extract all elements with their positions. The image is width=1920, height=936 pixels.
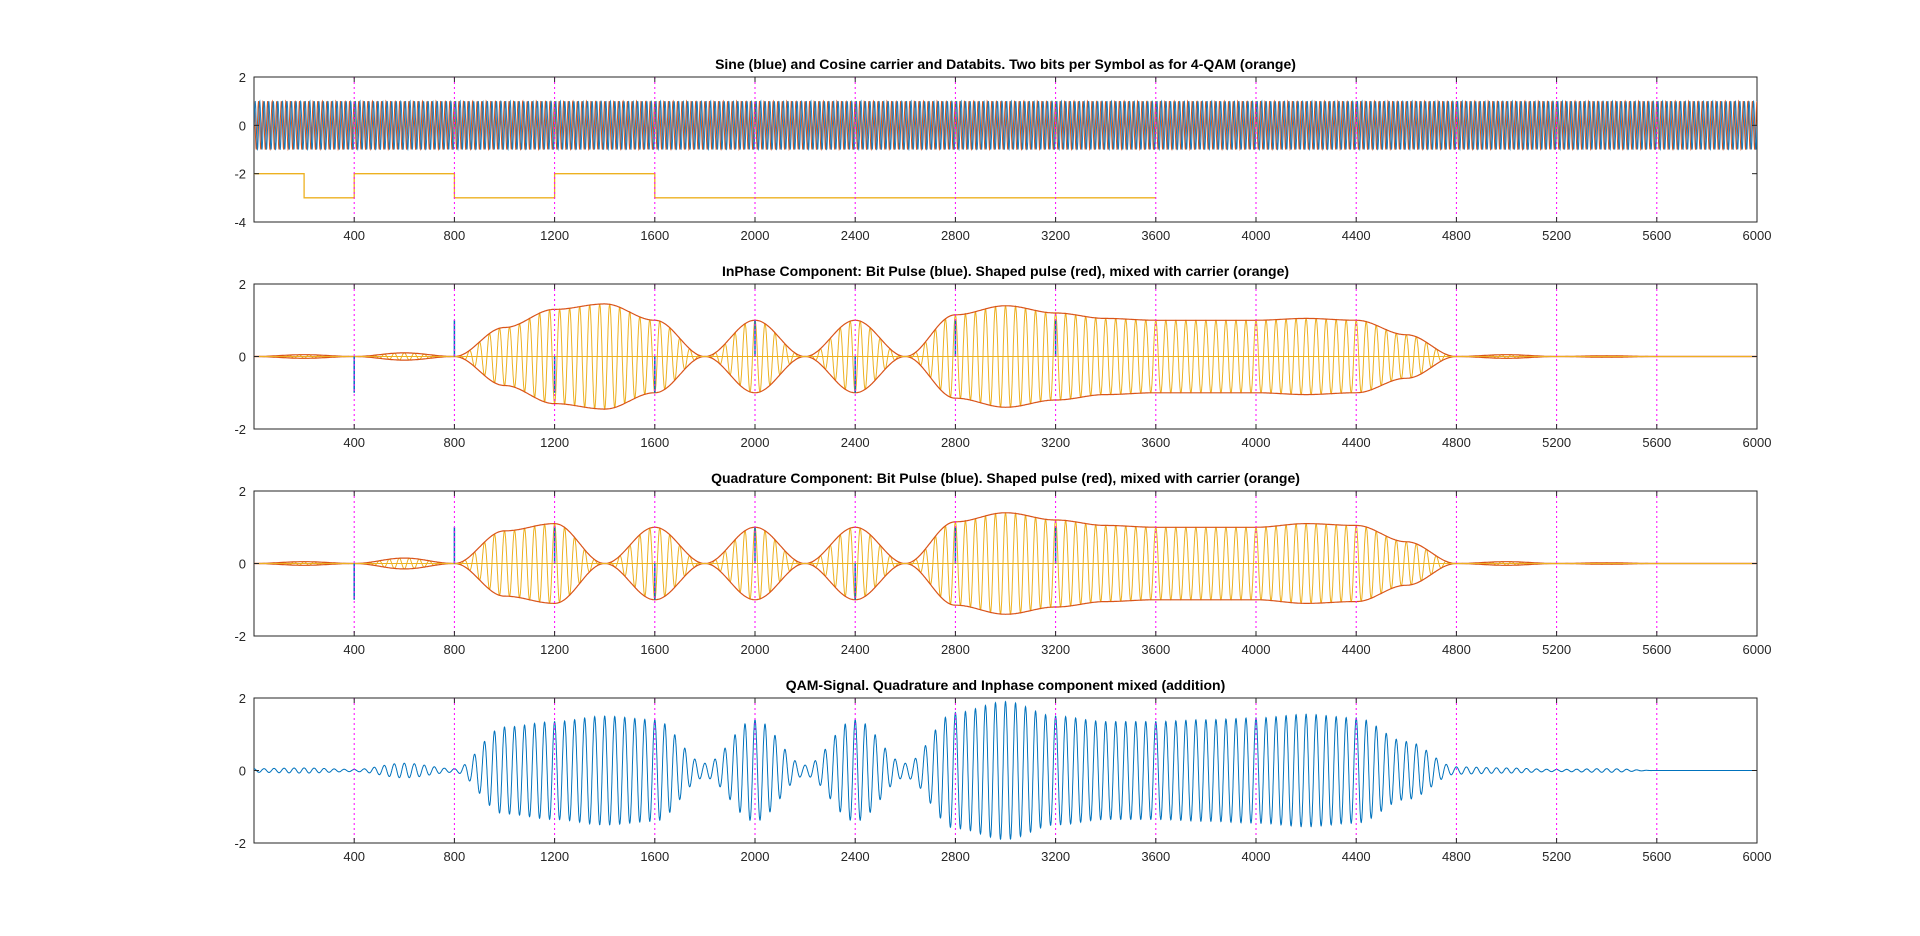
subplot-quadrature-component: Quadrature Component: Bit Pulse (blue). … [234, 470, 1771, 657]
x-tick-label: 1200 [540, 435, 569, 450]
x-tick-label: 2000 [741, 435, 770, 450]
x-tick-label: 4000 [1242, 849, 1271, 864]
x-tick-label: 3600 [1141, 849, 1170, 864]
x-tick-label: 5600 [1642, 435, 1671, 450]
subplot-carrier-databits: Sine (blue) and Cosine carrier and Datab… [234, 56, 1771, 243]
x-tick-label: 4000 [1242, 228, 1271, 243]
y-tick-label: -2 [234, 167, 246, 182]
x-tick-label: 2000 [741, 228, 770, 243]
x-tick-label: 1600 [640, 228, 669, 243]
x-tick-label: 5200 [1542, 228, 1571, 243]
y-tick-label: 0 [239, 118, 246, 133]
plot-lines [254, 303, 1757, 411]
x-tick-label: 400 [343, 642, 365, 657]
x-tick-label: 800 [444, 849, 466, 864]
x-tick-label: 6000 [1743, 849, 1772, 864]
y-tick-label: 2 [239, 70, 246, 85]
x-tick-label: 4000 [1242, 642, 1271, 657]
series-shaped-pulse [254, 305, 1757, 410]
x-tick-label: 2000 [741, 849, 770, 864]
x-tick-label: 3200 [1041, 228, 1070, 243]
x-tick-label: 1200 [540, 642, 569, 657]
x-tick-label: 5200 [1542, 435, 1571, 450]
x-tick-label: 3200 [1041, 435, 1070, 450]
x-tick-label: 4800 [1442, 435, 1471, 450]
subplot-title: Sine (blue) and Cosine carrier and Datab… [715, 56, 1296, 72]
subplot-title: Quadrature Component: Bit Pulse (blue). … [711, 470, 1300, 486]
x-tick-label: 3600 [1141, 435, 1170, 450]
y-tick-label: 0 [239, 557, 246, 572]
x-tick-label: 6000 [1743, 435, 1772, 450]
series-qam-signal [254, 700, 1757, 841]
x-tick-label: 5600 [1642, 642, 1671, 657]
x-tick-label: 3200 [1041, 642, 1070, 657]
x-tick-label: 2800 [941, 435, 970, 450]
subplot-qam-signal: QAM-Signal. Quadrature and Inphase compo… [234, 677, 1771, 864]
x-tick-label: 2800 [941, 642, 970, 657]
x-tick-label: 800 [444, 228, 466, 243]
y-tick-label: -2 [234, 836, 246, 851]
x-tick-label: 4000 [1242, 435, 1271, 450]
x-tick-label: 2400 [841, 642, 870, 657]
y-tick-label: 2 [239, 277, 246, 292]
y-tick-label: 2 [239, 484, 246, 499]
x-tick-label: 4400 [1342, 642, 1371, 657]
y-tick-label: 2 [239, 691, 246, 706]
x-tick-label: 4800 [1442, 642, 1471, 657]
x-tick-label: 3600 [1141, 228, 1170, 243]
x-tick-label: 4800 [1442, 228, 1471, 243]
x-tick-label: 5600 [1642, 849, 1671, 864]
x-tick-label: 1600 [640, 849, 669, 864]
x-tick-label: 2400 [841, 849, 870, 864]
series-shaped-pulse [254, 526, 1757, 615]
y-tick-label: -2 [234, 629, 246, 644]
x-tick-label: 4400 [1342, 435, 1371, 450]
series-sine-carrier [254, 99, 1757, 152]
x-tick-label: 3200 [1041, 849, 1070, 864]
subplot-inphase-component: InPhase Component: Bit Pulse (blue). Sha… [234, 263, 1771, 450]
x-tick-label: 1200 [540, 849, 569, 864]
y-tick-label: -2 [234, 422, 246, 437]
x-tick-label: 400 [343, 849, 365, 864]
x-tick-label: 400 [343, 435, 365, 450]
x-tick-label: 5200 [1542, 642, 1571, 657]
x-tick-label: 4800 [1442, 849, 1471, 864]
x-tick-label: 5200 [1542, 849, 1571, 864]
x-tick-label: 400 [343, 228, 365, 243]
subplot-title: InPhase Component: Bit Pulse (blue). Sha… [722, 263, 1289, 279]
series-shaped-pulse [254, 303, 1757, 408]
x-tick-label: 800 [444, 642, 466, 657]
x-tick-label: 6000 [1743, 642, 1772, 657]
x-tick-label: 2800 [941, 228, 970, 243]
y-tick-label: -4 [234, 215, 246, 230]
plot-lines [254, 700, 1757, 841]
x-tick-label: 800 [444, 435, 466, 450]
x-tick-label: 2400 [841, 435, 870, 450]
x-tick-label: 2800 [941, 849, 970, 864]
x-tick-label: 2000 [741, 642, 770, 657]
x-tick-label: 2400 [841, 228, 870, 243]
x-tick-label: 4400 [1342, 849, 1371, 864]
x-tick-label: 1600 [640, 435, 669, 450]
y-tick-label: 0 [239, 764, 246, 779]
x-tick-label: 4400 [1342, 228, 1371, 243]
series-shaped-pulse [254, 512, 1757, 601]
plot-area [253, 697, 1758, 844]
series-cosine-carrier [254, 99, 1757, 152]
x-tick-label: 5600 [1642, 228, 1671, 243]
x-tick-label: 6000 [1743, 228, 1772, 243]
y-tick-label: 0 [239, 350, 246, 365]
x-tick-label: 1600 [640, 642, 669, 657]
x-tick-label: 3600 [1141, 642, 1170, 657]
subplot-title: QAM-Signal. Quadrature and Inphase compo… [786, 677, 1225, 693]
x-tick-label: 1200 [540, 228, 569, 243]
